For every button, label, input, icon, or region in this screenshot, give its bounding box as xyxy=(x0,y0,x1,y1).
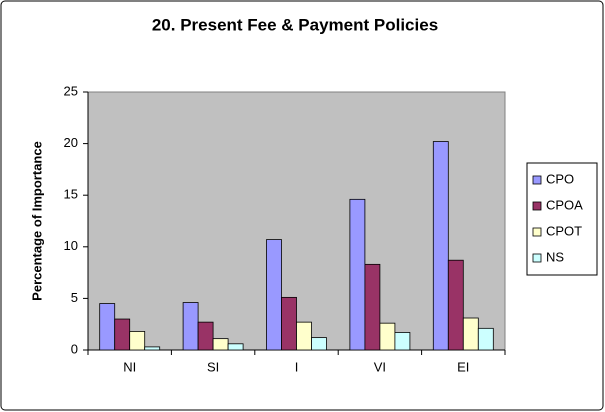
bar xyxy=(364,263,381,351)
bar xyxy=(349,198,366,351)
y-tick-label: 20 xyxy=(64,135,78,150)
legend-swatch xyxy=(532,175,542,185)
y-tick-label: 25 xyxy=(64,83,78,98)
bar xyxy=(447,259,464,351)
legend-swatch xyxy=(532,253,542,263)
chart-title: 20. Present Fee & Payment Policies xyxy=(152,15,438,34)
bar xyxy=(311,337,327,351)
bar xyxy=(379,322,396,351)
legend-label: CPOA xyxy=(546,197,583,212)
bar xyxy=(182,302,199,351)
bar xyxy=(462,317,479,351)
y-tick-label: 10 xyxy=(64,238,78,253)
y-axis-label: Percentage of Importance xyxy=(29,141,44,301)
bar xyxy=(266,239,282,351)
x-tick-label: SI xyxy=(207,359,219,374)
x-tick-label: EI xyxy=(457,359,469,374)
bar xyxy=(197,321,214,351)
legend-label: CPO xyxy=(546,171,574,186)
x-tick-label: I xyxy=(295,359,299,374)
bar xyxy=(394,332,411,351)
bar xyxy=(129,331,146,351)
bar xyxy=(99,303,116,351)
y-tick-label: 0 xyxy=(71,341,78,356)
bar xyxy=(227,343,244,351)
legend-label: CPOT xyxy=(546,223,582,238)
bar xyxy=(144,346,161,351)
legend-swatch xyxy=(532,227,542,237)
x-tick-label: VI xyxy=(374,359,386,374)
bar xyxy=(281,296,297,351)
y-tick-label: 5 xyxy=(71,290,78,305)
bar xyxy=(432,141,449,351)
legend-swatch xyxy=(532,201,542,211)
bar xyxy=(114,318,131,351)
bar xyxy=(477,327,494,351)
y-tick-label: 15 xyxy=(64,187,78,202)
bar xyxy=(212,338,229,351)
x-tick-label: NI xyxy=(123,359,136,374)
legend-label: NS xyxy=(546,249,564,264)
bar xyxy=(296,321,312,351)
